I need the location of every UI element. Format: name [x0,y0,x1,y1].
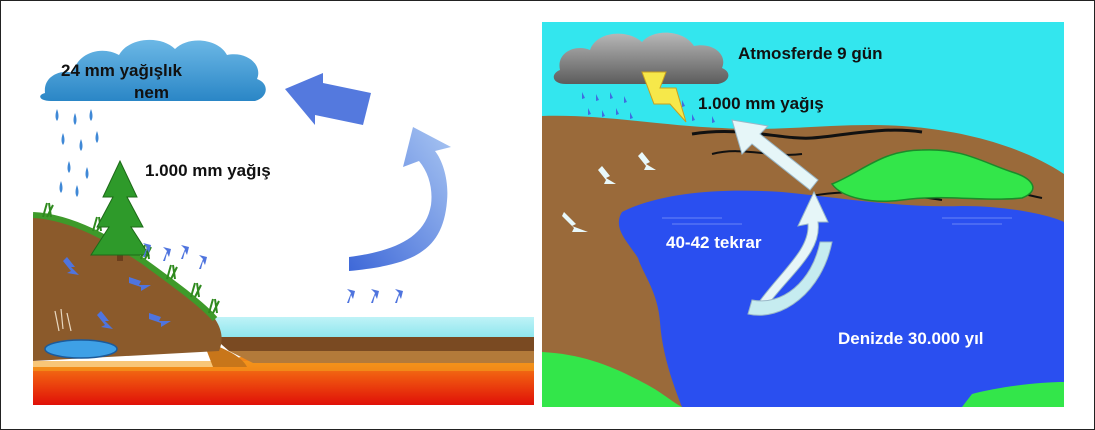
right-ocean-cycle-panel: Atmosferde 9 gün 1.000 mm yağış 40-42 te… [542,22,1064,407]
atmosphere-label: Atmosferde 9 gün [738,44,883,63]
right-rain-label: 1.000 mm yağış [698,94,824,113]
left-water-cycle-panel: 24 mm yağışlık nem 1.000 mm yağış [33,21,534,405]
cloud-icon [40,39,266,101]
cloud-label-line2: nem [134,83,169,102]
groundwater-pool [44,339,118,359]
infiltration-arrows-icon [63,257,171,329]
sea [618,190,1064,407]
coast-green-left [542,352,682,407]
runoff-arrows-icon [562,152,656,232]
evaporation-arrow-icon [731,119,819,191]
hillside [33,212,222,361]
storm-cloud-icon [553,32,729,84]
coast-green-right [962,382,1064,407]
ocean [213,317,534,363]
lightning-icon [641,71,687,123]
transport-arrow-icon [285,73,371,125]
seepage-lines [54,308,72,332]
sea-ripples [662,217,1012,225]
raindrops-icon [55,109,99,197]
cloud-label-line1: 24 mm yağışlık [61,61,182,80]
left-illustration [33,39,534,405]
rising-vapor-arrow-icon [349,127,451,271]
sea-label: Denizde 30.000 yıl [838,329,984,348]
recycle-arrow-icon [747,190,833,316]
evaporation-arrows-icon [143,243,207,269]
right-illustration [542,22,1064,407]
pine-tree-icon [90,159,150,261]
cycles-label: 40-42 tekrar [666,233,762,252]
green-island [830,149,1034,202]
left-rain-label: 1.000 mm yağış [145,161,271,180]
ocean-evaporation-arrows-icon [347,289,403,303]
